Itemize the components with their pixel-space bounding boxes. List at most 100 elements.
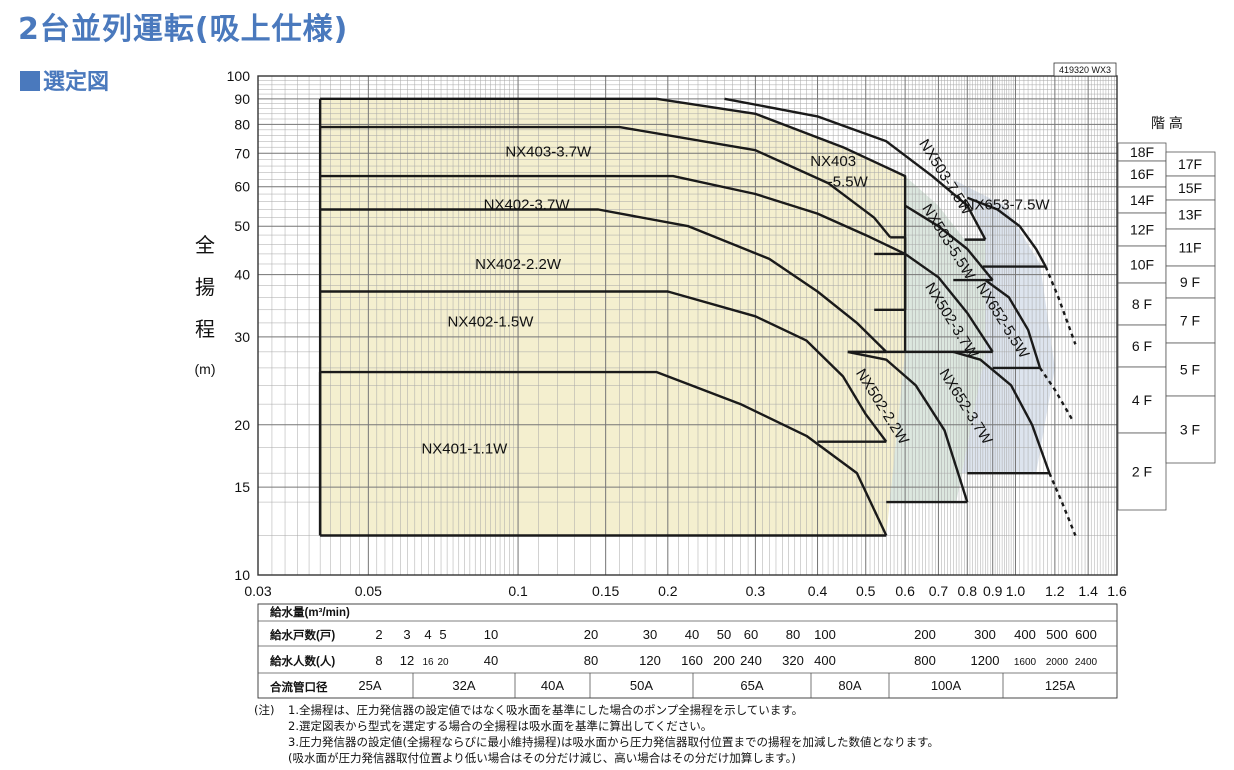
curve-NX503-5.5W [904,204,994,281]
note-line-1: 1.全揚程は、圧力発信器の設定値ではなく吸水面を基準にした場合のポンプ全揚程を示… [288,703,804,717]
floor-label-left: 18F [1130,144,1154,160]
curve-label: NX402-3.7W [484,197,571,214]
households-value: 30 [643,627,657,642]
people-value: 40 [484,653,498,668]
people-value: 20 [437,657,449,668]
pipe-size: 50A [630,678,653,693]
floor-label-right: 11F [1178,240,1201,256]
chart-code: 419320 WX3 [1059,65,1111,75]
curve-label: NX402-1.5W [448,313,535,330]
data-table [257,603,1118,699]
x-tick-label: 0.5 [856,583,876,599]
y-tick-label: 80 [234,116,250,132]
households-value: 60 [744,627,758,642]
people-value: 1200 [971,653,1000,668]
curve-NX502-2.2W [847,350,969,503]
curve-NX403-5.5W [320,97,907,352]
section-heading: 選定図 [20,64,109,96]
floor-label-right: 13F [1178,207,1202,223]
y-tick-label: 70 [234,145,250,161]
floor-label-right: 7 F [1180,313,1200,329]
floor-cell [1165,297,1216,344]
square-bullet-icon [20,71,40,91]
x-tick-label: 0.3 [746,583,766,599]
curve-label: NX403-3.7W [505,143,592,160]
people-value: 2400 [1075,657,1098,668]
pipe-size: 125A [1045,678,1076,693]
y-tick-label: 90 [234,91,250,107]
curve-dashed [1039,367,1074,421]
y-tick-label: 10 [234,567,250,583]
x-tick-label: 0.9 [983,583,1003,599]
x-tick-label: 0.05 [355,583,382,599]
x-tick-label: 0.4 [808,583,828,599]
x-tick-label: 0.03 [244,583,271,599]
floor-label-right: 9 F [1180,274,1200,290]
households-value: 20 [584,627,598,642]
curve-NX402-1.5W [320,290,888,443]
notes: (注) 1.全揚程は、圧力発信器の設定値ではなく吸水面を基準にした場合のポンプ全… [254,702,939,766]
page-title: 2台並列運転(吸上仕様) [18,12,349,47]
households-value: 300 [974,627,996,642]
households-value: 200 [914,627,936,642]
x-tick-label: 1.2 [1045,583,1065,599]
y-tick-label: 20 [234,417,250,433]
pipe-size: 80A [838,678,861,693]
curve-NX503-7.5W [724,97,987,241]
households-value: 500 [1046,627,1068,642]
x-tick-label: 1.6 [1107,583,1127,599]
x-tick-label: 0.7 [929,583,949,599]
curve-dashed [1048,472,1077,536]
plot-frame [257,75,1118,576]
people-value: 12 [400,653,414,668]
people-value: 400 [814,653,836,668]
floor-cell [1165,175,1216,201]
people-value: 320 [782,653,804,668]
curve-NX402-2.2W [320,208,888,353]
households-value: 600 [1075,627,1097,642]
curve-NX403-3.7W [320,125,892,239]
floor-cell [1117,186,1167,214]
floor-cell [1117,324,1167,368]
people-value: 16 [422,657,434,668]
x-tick-label: 0.2 [658,583,678,599]
people-value: 1600 [1014,657,1037,668]
households-value: 400 [1014,627,1036,642]
curve-label: NX653-7.5W [964,197,1051,214]
x-tick-label: 0.6 [895,583,915,599]
y-tick-label: 40 [234,267,250,283]
floor-cell [1165,228,1216,267]
people-value: 120 [639,653,661,668]
x-tick-label: 0.1 [508,583,528,599]
people-value: 200 [713,653,735,668]
pipe-size: 65A [740,678,763,693]
notes-lead: (注) [254,703,275,717]
y-tick-label: 50 [234,218,250,234]
y-tick-label: 100 [227,68,251,84]
floor-cell [1165,199,1216,230]
curve-label: NX403 [810,153,856,170]
people-value: 800 [914,653,936,668]
floor-label-left: 6 F [1132,338,1152,354]
y-axis-label: 程 [195,318,215,341]
y-axis-label: 全 [195,234,215,257]
people-value: 2000 [1046,657,1069,668]
x-tick-label: 1.4 [1078,583,1098,599]
households-value: 5 [439,627,446,642]
curve-NX653-7.5W [966,196,1047,268]
floor-label-right: 17F [1178,156,1202,172]
curve-NX652-3.7W [952,350,1051,474]
households-value: 10 [484,627,498,642]
curve-label: NX402-2.2W [475,256,562,273]
floor-label-right: 15F [1178,180,1202,196]
table-flow-label: 給水量(m³/min) [270,605,350,619]
floor-cell [1117,366,1167,434]
curve-NX402-3.7W [320,174,906,255]
floor-label-right: 5 F [1180,362,1200,378]
floor-cell [1165,151,1216,177]
households-value: 80 [786,627,800,642]
curve-label: NX401-1.1W [421,441,508,458]
floor-label-left: 10F [1130,257,1154,273]
floor-cell [1165,342,1216,397]
